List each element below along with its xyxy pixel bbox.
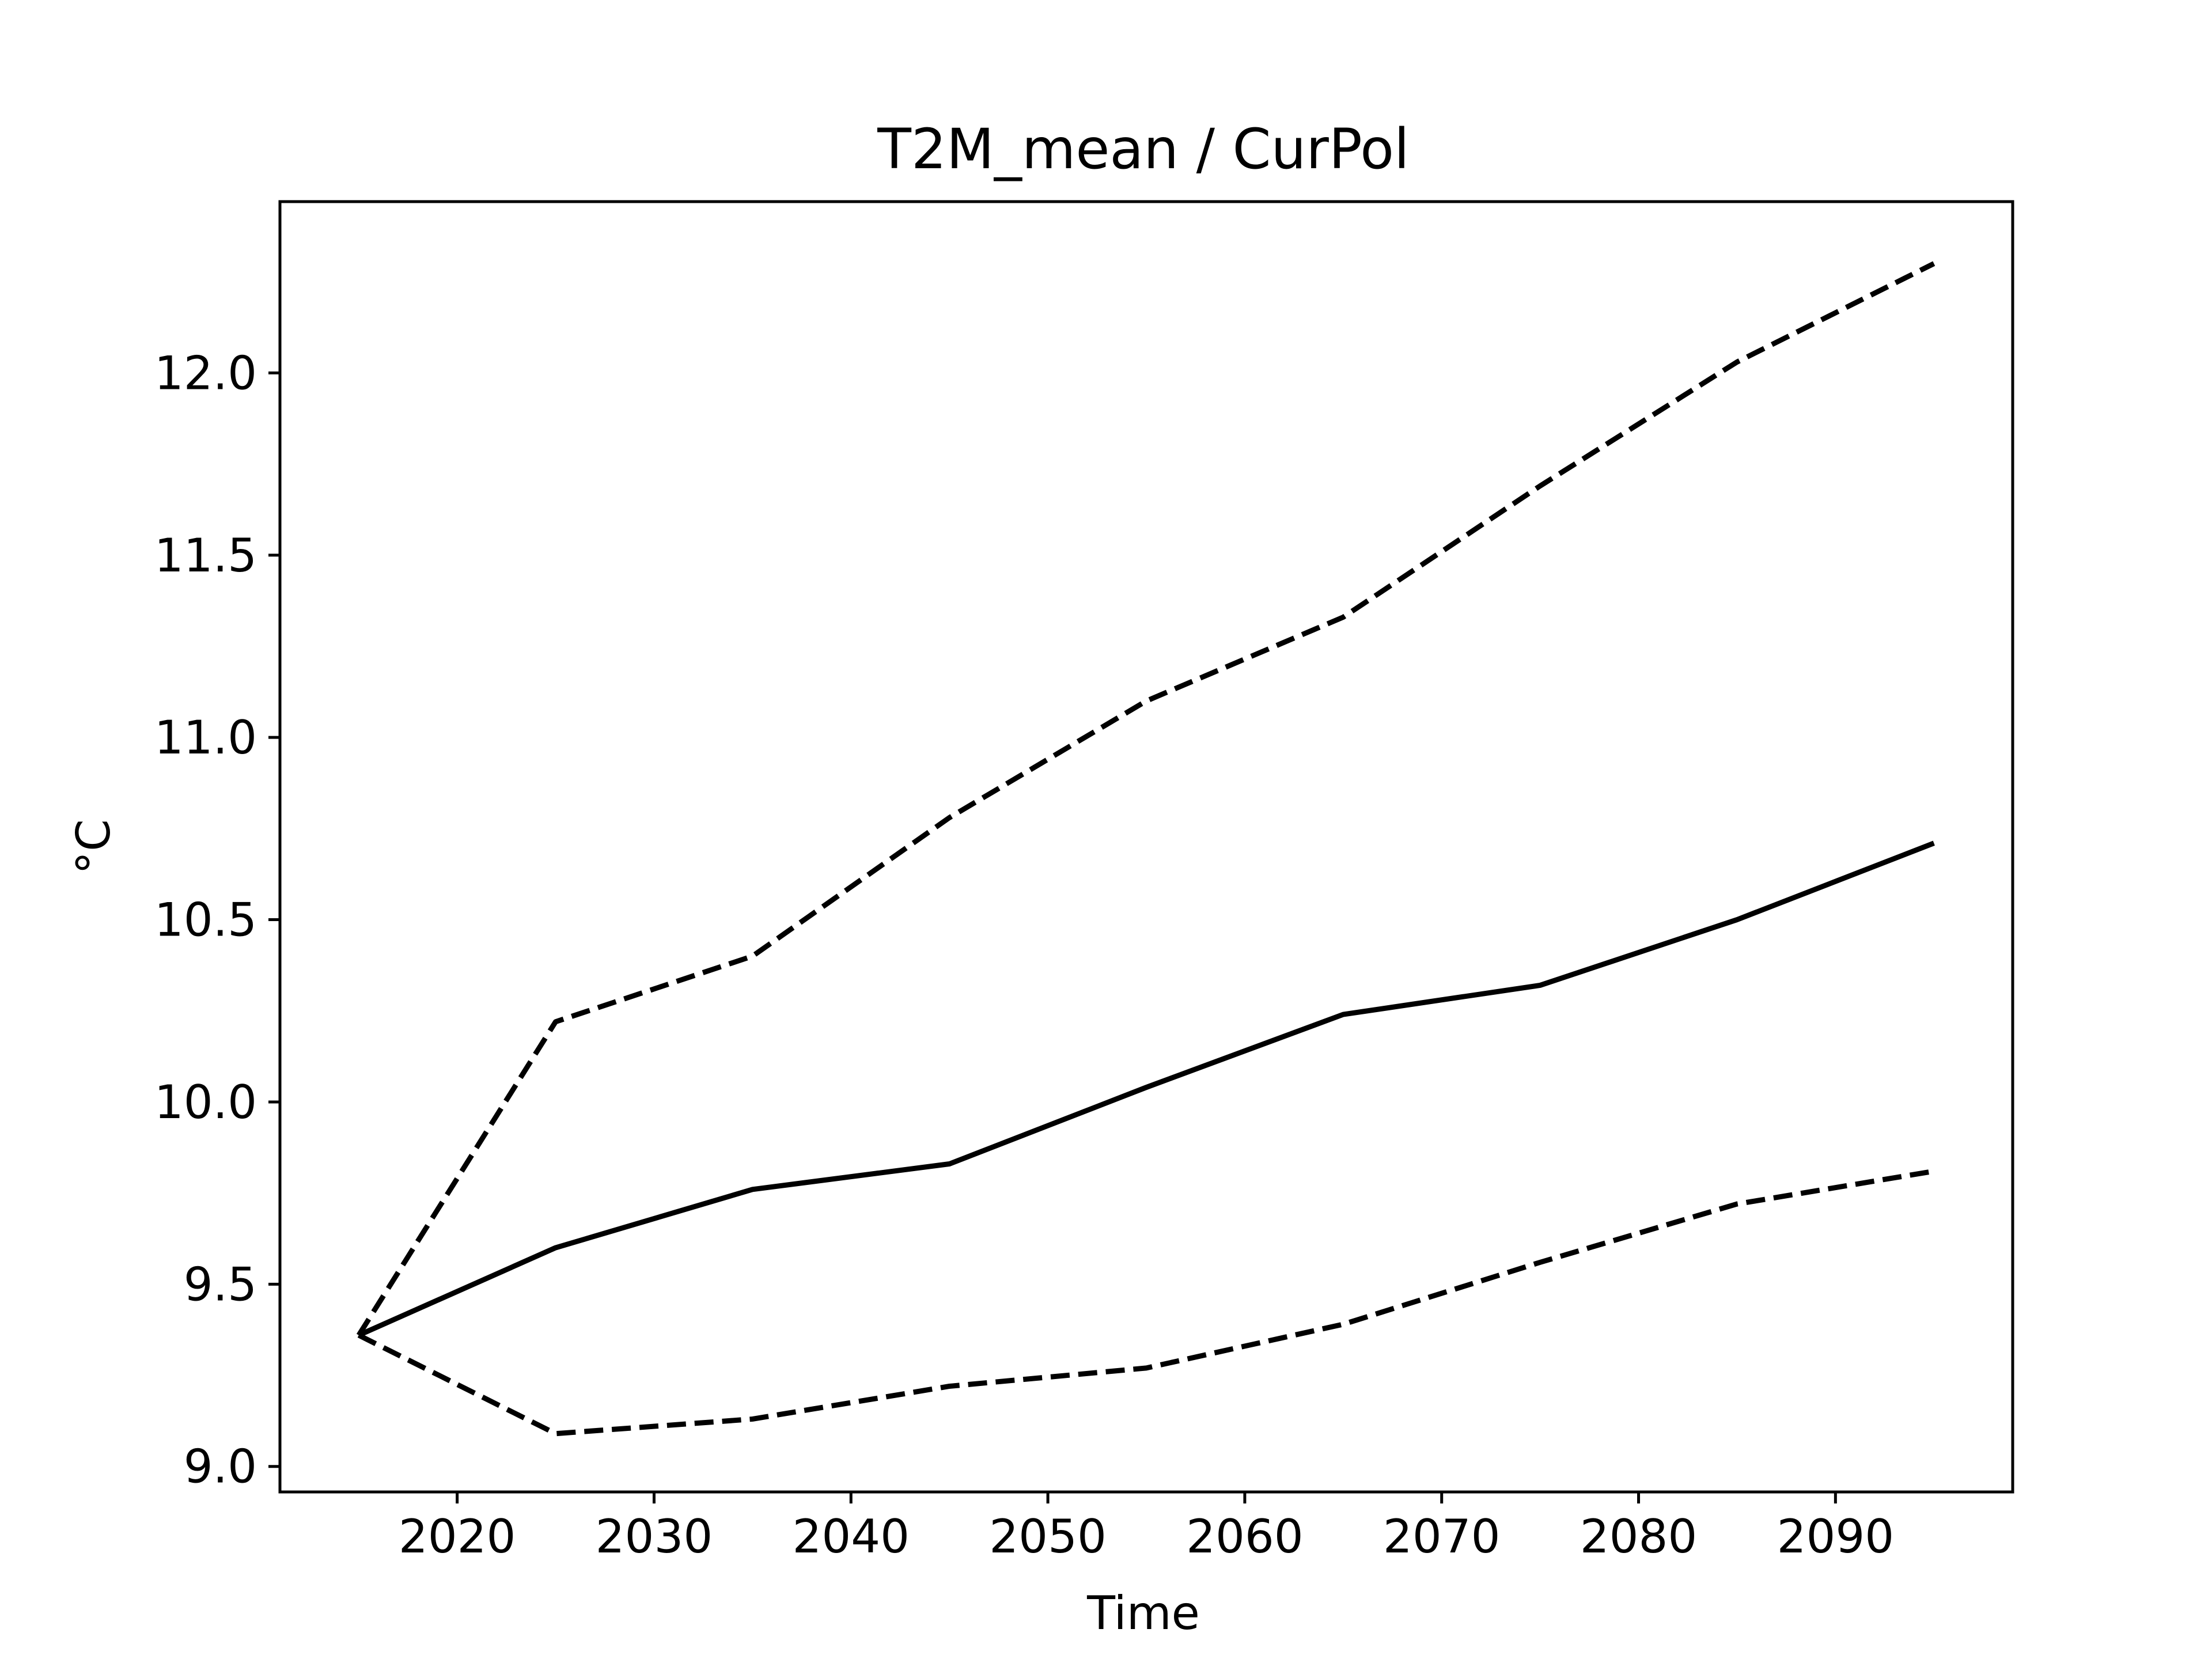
y-tick-label: 12.0: [154, 346, 257, 400]
series-line-3: [357, 1168, 1935, 1437]
chart-title: T2M_mean / CurPol: [877, 117, 1409, 181]
y-tick-label: 10.0: [154, 1075, 257, 1129]
x-tick-label: 2030: [596, 1510, 713, 1563]
series-line-2: [356, 261, 1936, 1337]
plot-frame: [278, 200, 2014, 1494]
x-tick-label: 2050: [989, 1510, 1107, 1563]
y-tick-label: 10.5: [154, 893, 257, 947]
y-axis-label: °C: [67, 819, 120, 874]
x-tick-label: 2060: [1186, 1510, 1304, 1563]
y-tick-label: 9.0: [184, 1440, 257, 1494]
y-tick-label: 11.5: [154, 529, 257, 582]
x-tick-label: 2080: [1580, 1510, 1698, 1563]
x-tick-label: 2020: [399, 1510, 516, 1563]
series-layer: [356, 261, 1936, 1437]
x-tick-label: 2070: [1383, 1510, 1501, 1563]
y-axis: 9.0 9.5 10.0 10.5 11.0 11.5 12.0: [154, 346, 280, 1494]
x-tick-label: 2040: [792, 1510, 910, 1563]
x-axis: 2020 2030 2040 2050 2060 2070 2080 2090: [399, 1492, 1894, 1563]
x-tick-label: 2090: [1777, 1510, 1895, 1563]
series-line-1: [357, 840, 1935, 1338]
y-tick-label: 11.0: [154, 711, 257, 764]
x-axis-label: Time: [1086, 1586, 1200, 1640]
y-tick-label: 9.5: [184, 1257, 257, 1311]
